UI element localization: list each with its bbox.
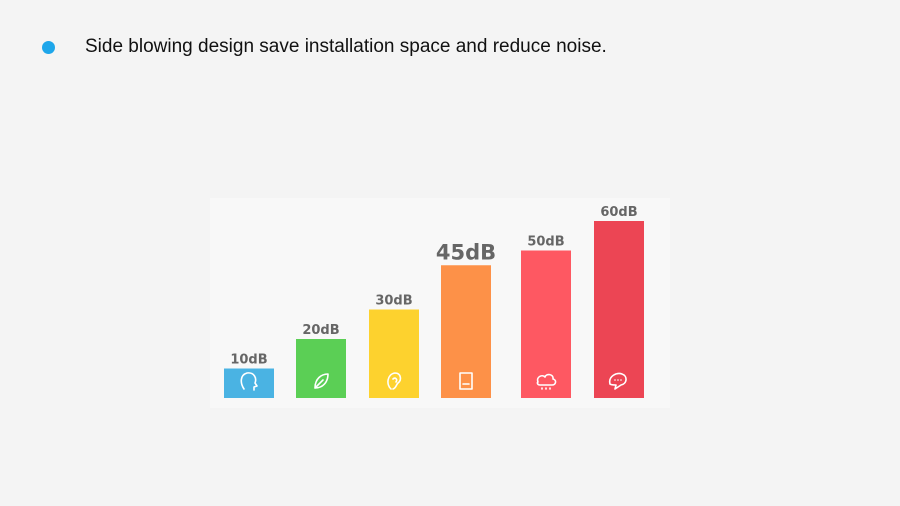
chat-icon	[608, 372, 627, 390]
head-icon	[240, 372, 258, 391]
data-label-50dB: 50dB	[527, 235, 564, 250]
bar-group-30dB: 30dB	[369, 294, 419, 398]
cloud-rain-icon	[536, 373, 557, 390]
bar-group-60dB: 60dB	[594, 205, 644, 398]
data-label-10dB: 10dB	[230, 353, 267, 368]
bar-50dB	[521, 250, 571, 398]
bullet-text: Side blowing design save installation sp…	[85, 36, 607, 57]
bar-group-50dB: 50dB	[521, 235, 571, 398]
bullet-dot	[42, 40, 55, 54]
data-label-45dB: 45dB	[436, 240, 496, 264]
data-label-60dB: 60dB	[600, 205, 637, 220]
bar-30dB	[369, 309, 419, 398]
bar-60dB	[594, 221, 644, 398]
bar-45dB	[441, 265, 491, 398]
book-icon	[459, 372, 473, 390]
leaf-icon	[314, 373, 329, 389]
bar-20dB	[296, 339, 346, 398]
data-label-30dB: 30dB	[375, 294, 412, 309]
data-label-20dB: 20dB	[302, 323, 339, 338]
bar-group-10dB: 10dB	[224, 353, 274, 398]
bar-group-45dB: 45dB	[436, 240, 496, 398]
bar-group-20dB: 20dB	[296, 323, 346, 398]
noise-chart-svg: 10dB 20dB 30dB 45dB 50dB 60dB	[224, 205, 644, 398]
ear-icon	[387, 372, 402, 390]
bullet-row: Side blowing design save installation sp…	[42, 36, 607, 58]
noise-chart: 10dB 20dB 30dB 45dB 50dB 60dB	[210, 198, 670, 408]
